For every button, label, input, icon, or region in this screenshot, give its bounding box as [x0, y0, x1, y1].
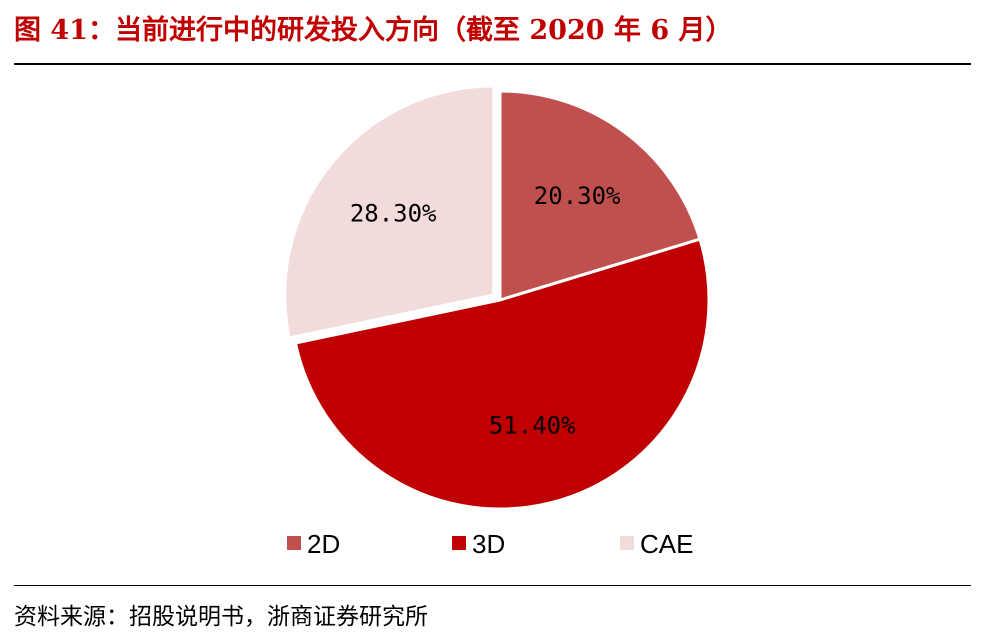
source-divider	[14, 585, 971, 586]
pie-slice-2d	[498, 89, 702, 303]
title-divider	[14, 63, 971, 65]
legend-item-cae: CAE	[620, 529, 693, 559]
legend-swatch-2d	[287, 536, 301, 550]
pie-slice-3d	[293, 237, 711, 511]
legend-label-2d: 2D	[307, 529, 340, 559]
data-label-2d: 20.30%	[534, 182, 621, 210]
data-label-3d: 51.40%	[489, 412, 576, 440]
pie-slice-cae	[283, 84, 496, 340]
chart-title: 图 41：当前进行中的研发投入方向（截至 2020 年 6 月）	[14, 15, 733, 46]
data-label-cae: 28.30%	[350, 199, 437, 227]
legend-swatch-cae	[620, 536, 634, 550]
legend-swatch-3d	[452, 536, 466, 550]
legend-label-3d: 3D	[472, 529, 505, 559]
legend-label-cae: CAE	[640, 529, 693, 559]
legend-item-2d: 2D	[287, 529, 340, 559]
legend-item-3d: 3D	[452, 529, 505, 559]
source-note: 资料来源：招股说明书，浙商证券研究所	[14, 604, 428, 630]
pie-chart: 20.30% 51.40% 28.30% 2D 3D CAE	[283, 84, 711, 559]
